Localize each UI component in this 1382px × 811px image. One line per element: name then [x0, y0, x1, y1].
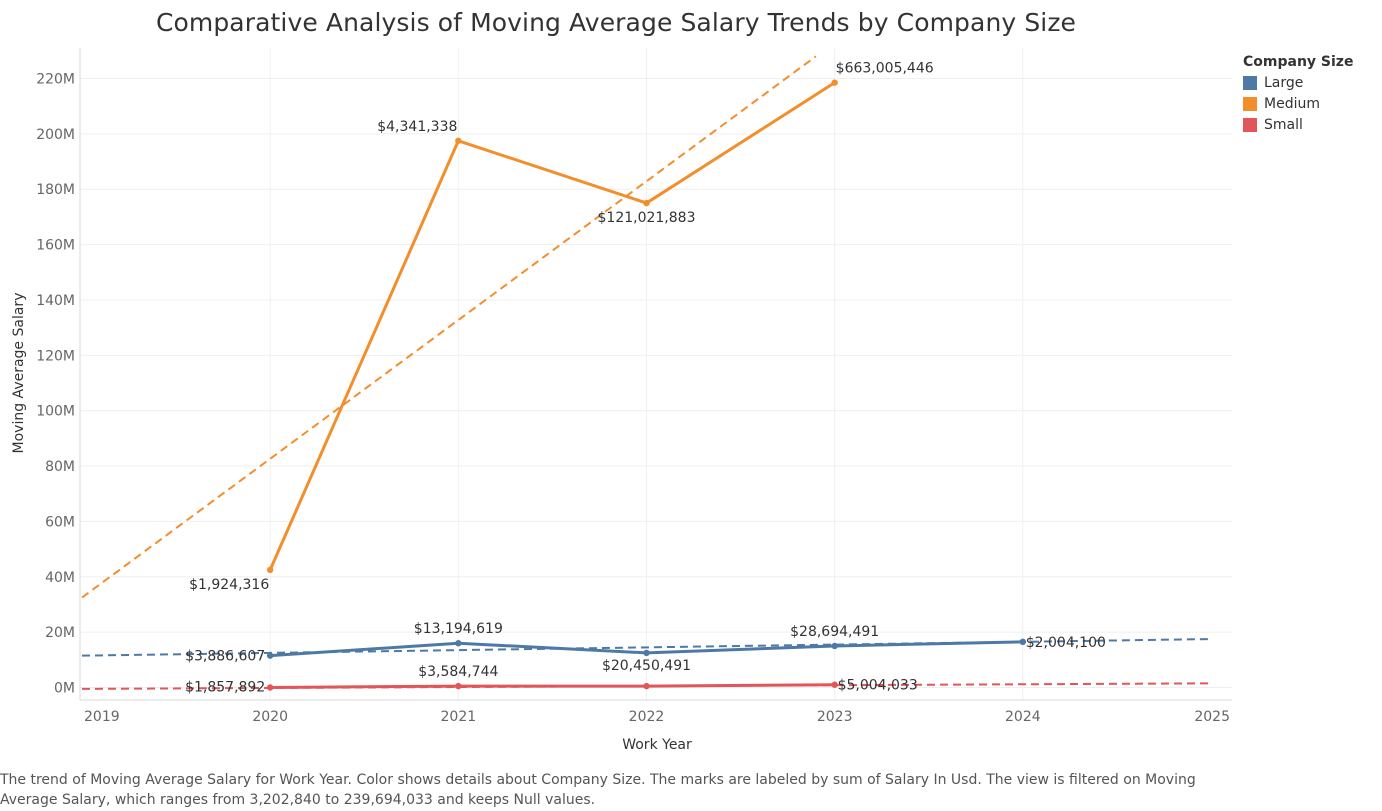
data-point-large[interactable] — [1019, 638, 1027, 646]
legend-title: Company Size — [1243, 54, 1354, 70]
legend-swatch — [1243, 96, 1257, 111]
data-label-small: $5,004,033 — [838, 678, 918, 694]
y-tick-label: 200M — [36, 127, 75, 143]
series-lines — [266, 79, 1027, 691]
y-tick-label: 120M — [36, 348, 75, 364]
data-label-large: $20,450,491 — [602, 658, 691, 674]
data-point-small[interactable] — [643, 682, 650, 690]
data-point-medium[interactable] — [643, 199, 650, 207]
data-label-medium: $4,341,338 — [377, 119, 457, 135]
data-point-medium[interactable] — [831, 79, 838, 86]
data-point-small[interactable] — [455, 682, 462, 690]
data-point-large[interactable] — [831, 642, 838, 650]
y-tick-label: 0M — [54, 681, 75, 697]
data-label-small: $3,584,744 — [418, 664, 498, 680]
data-point-medium[interactable] — [455, 137, 462, 144]
data-point-large[interactable] — [643, 649, 650, 657]
y-tick-label: 220M — [36, 72, 75, 88]
legend-swatch — [1243, 117, 1257, 132]
data-point-large[interactable] — [455, 640, 462, 647]
y-tick-label: 40M — [45, 570, 75, 586]
chart-caption: The trend of Moving Average Salary for W… — [0, 772, 1196, 808]
data-label-small: $1,857,892 — [185, 680, 265, 696]
series-line-small — [268, 683, 837, 689]
y-tick-label: 180M — [36, 182, 75, 198]
chart-plot: $3,886,607 $13,194,619 $20,450,491 $28,694,… — [11, 48, 1232, 753]
y-tick-label: 100M — [36, 404, 75, 420]
x-axis-title: Work Year — [622, 737, 692, 753]
series-line-medium — [268, 81, 837, 572]
x-tick-label: 2023 — [817, 709, 853, 725]
data-point-large[interactable] — [266, 652, 274, 659]
data-label-large: $13,194,619 — [414, 621, 503, 637]
data-label-medium: $1,924,316 — [189, 577, 269, 593]
legend-item-large[interactable]: Large — [1243, 72, 1353, 93]
data-point-small[interactable] — [831, 681, 838, 688]
y-tick-label: 20M — [45, 625, 75, 641]
y-tick-label: 80M — [45, 459, 75, 475]
legend-label: Small — [1264, 116, 1303, 133]
y-axis-title: Moving Average Salary — [11, 293, 27, 454]
y-tick-label: 60M — [45, 514, 75, 530]
grid-lines — [80, 48, 1232, 700]
x-tick-label: 2024 — [1005, 709, 1041, 725]
data-labels: $3,886,607 $13,194,619 $20,450,491 $28,694,… — [185, 61, 1106, 696]
y-tick-label: 140M — [36, 293, 75, 309]
axes: 0M 20M 40M 60M 80M 100M 120M 140M 160M 180M 200M 22… — [11, 48, 1232, 753]
data-label-large: $3,886,607 — [185, 649, 265, 665]
data-label-large: $28,694,491 — [790, 624, 879, 640]
x-tick-label: 2021 — [441, 709, 477, 725]
data-label-medium: $121,021,883 — [598, 210, 696, 226]
data-point-medium[interactable] — [266, 566, 274, 574]
data-label-medium: $663,005,446 — [836, 61, 934, 77]
x-tick-label: 2022 — [629, 709, 665, 725]
legend-item-small[interactable]: Small — [1243, 114, 1353, 135]
data-point-small[interactable] — [266, 684, 274, 691]
data-label-large: $2,004,100 — [1026, 635, 1106, 651]
x-tick-label: 2019 — [84, 709, 120, 725]
x-tick-label: 2025 — [1194, 709, 1230, 725]
y-tick-label: 160M — [36, 238, 75, 254]
trend-line-medium — [81, 55, 817, 599]
legend: Company Size Large Medium Small — [1243, 54, 1353, 135]
legend-label: Large — [1264, 74, 1304, 91]
legend-swatch — [1243, 75, 1257, 90]
chart-title: Comparative Analysis of Moving Average S… — [155, 8, 1077, 37]
legend-item-medium[interactable]: Medium — [1243, 93, 1353, 114]
x-tick-label: 2020 — [252, 709, 288, 725]
legend-label: Medium — [1264, 95, 1320, 112]
